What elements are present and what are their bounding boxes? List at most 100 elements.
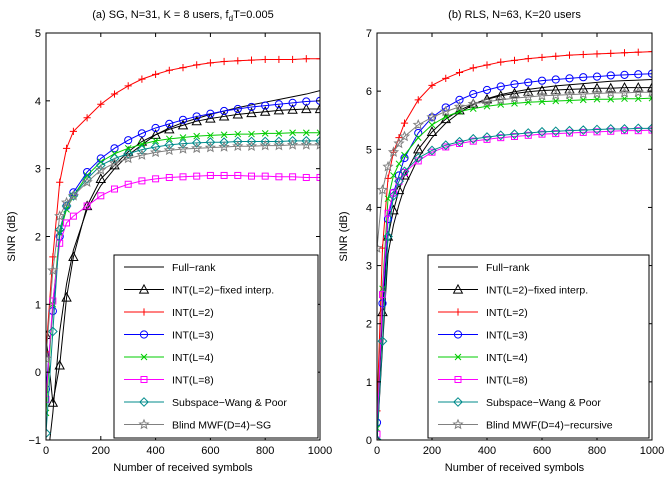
data-point	[605, 124, 616, 134]
data-point	[537, 76, 547, 85]
data-point	[577, 88, 589, 99]
data-point	[54, 210, 66, 221]
x-tick-label: 0	[374, 445, 380, 457]
legend-label: INT(L=2)−fixed interp.	[486, 285, 588, 297]
data-point	[287, 103, 298, 114]
legend-marker	[453, 397, 463, 407]
data-point	[123, 148, 134, 159]
data-point	[316, 55, 320, 63]
data-point	[63, 219, 71, 227]
y-tick-label: 6	[366, 86, 372, 98]
chart-title: (a) SG, N=31, K = 8 users, fdT=0.005	[92, 9, 273, 23]
legend-label: Blind MWF(D=4)−SG	[172, 420, 271, 432]
data-point	[647, 69, 652, 78]
data-point	[302, 173, 310, 181]
x-axis-label: Number of received symbols	[445, 462, 585, 474]
data-point	[62, 144, 71, 152]
data-point	[591, 87, 603, 99]
data-point	[377, 336, 388, 347]
data-point	[469, 64, 477, 72]
data-point	[138, 75, 146, 83]
data-point	[67, 189, 80, 201]
data-point	[302, 129, 310, 137]
data-point	[413, 143, 424, 154]
data-point	[563, 88, 576, 100]
y-tick-label: 7	[366, 28, 372, 40]
data-point	[49, 297, 57, 305]
data-point	[165, 173, 173, 181]
data-point	[400, 119, 409, 127]
legend-label: INT(L=2)	[172, 307, 214, 319]
data-point	[497, 58, 505, 66]
data-point	[523, 86, 534, 96]
data-point	[538, 130, 546, 138]
data-point	[151, 123, 160, 133]
data-point	[111, 185, 118, 193]
data-point	[536, 89, 548, 101]
series-line	[46, 108, 320, 403]
legend-label: Subspace−Wang & Poor	[172, 397, 287, 409]
data-point	[495, 130, 506, 141]
data-point	[393, 137, 405, 149]
data-point	[593, 50, 601, 58]
data-point	[552, 130, 560, 138]
data-point	[605, 82, 616, 93]
y-tick-label: 3	[35, 164, 41, 176]
legend: Full−rank INT(L=2)−fixed interp. INT(L=2) I…	[427, 254, 650, 439]
data-point	[108, 157, 121, 169]
x-tick-label: 200	[92, 445, 110, 457]
data-point	[275, 173, 283, 181]
series-6	[377, 123, 652, 440]
plot-area	[377, 48, 652, 440]
data-point	[524, 54, 532, 63]
data-point	[273, 139, 285, 151]
data-point	[428, 81, 436, 89]
data-point	[163, 144, 175, 156]
data-point	[165, 119, 174, 128]
legend-marker	[454, 308, 462, 316]
data-point	[414, 134, 422, 142]
data-point	[122, 152, 134, 164]
x-tick-label: 1000	[640, 445, 664, 457]
data-point	[247, 102, 256, 112]
data-point	[206, 109, 215, 118]
data-point	[232, 140, 244, 152]
y-tick-label: 1	[366, 377, 372, 389]
data-point	[124, 180, 132, 188]
data-point	[192, 112, 201, 121]
legend-item: INT(L=4)	[124, 352, 214, 364]
data-point	[414, 128, 423, 138]
data-point	[261, 130, 269, 137]
data-point	[510, 80, 519, 89]
y-tick-label: 3	[366, 261, 372, 273]
data-point	[110, 144, 119, 153]
data-point	[83, 114, 91, 122]
axes-frame	[376, 32, 653, 441]
legend-item: INT(L=2)−fixed interp.	[438, 283, 588, 297]
data-point	[47, 326, 58, 337]
data-point	[428, 121, 436, 129]
legend-item: INT(L=2)	[124, 307, 214, 319]
data-point	[49, 253, 57, 261]
data-point	[220, 171, 228, 179]
legend-label: INT(L=2)	[486, 307, 528, 319]
data-point	[124, 144, 132, 152]
data-point	[177, 143, 189, 154]
data-point	[414, 96, 422, 104]
legend-marker	[140, 353, 148, 361]
data-point	[497, 134, 505, 142]
data-point	[606, 71, 615, 80]
data-point	[206, 171, 214, 179]
data-point	[193, 61, 201, 69]
data-point	[537, 126, 547, 137]
data-point	[81, 200, 93, 211]
data-point	[550, 84, 561, 95]
data-point	[218, 141, 230, 152]
data-point	[538, 53, 546, 62]
data-point	[193, 132, 201, 140]
data-point	[124, 82, 132, 90]
data-point	[164, 140, 175, 150]
chart-a: (a) SG, N=31, K = 8 users, fdT=0.005 Numb…	[6, 9, 332, 474]
legend-item: Subspace−Wang & Poor	[438, 397, 601, 409]
data-point	[288, 98, 297, 107]
